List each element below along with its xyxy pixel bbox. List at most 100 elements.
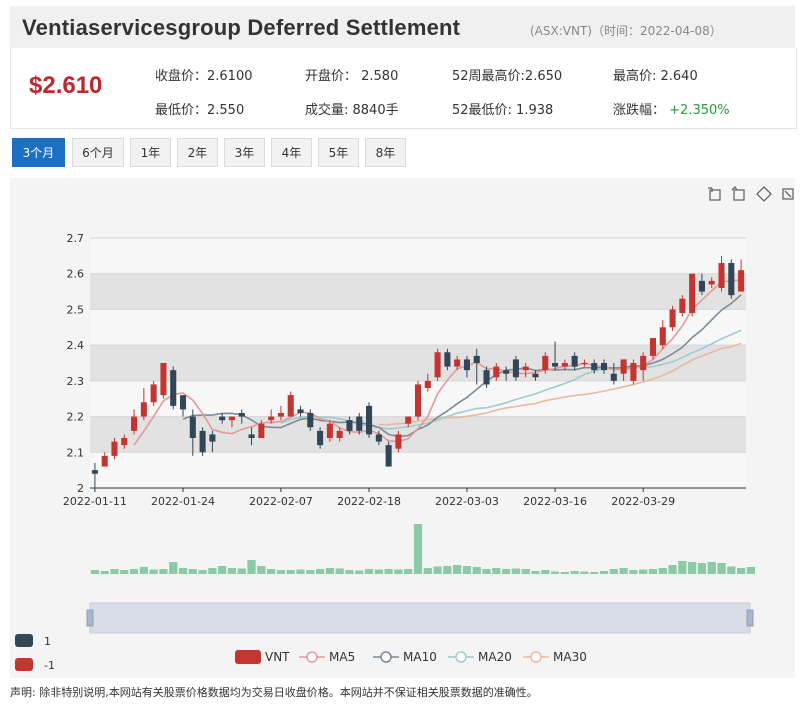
candle[interactable] [581, 359, 588, 367]
candle[interactable] [414, 380, 422, 421]
candle[interactable] [728, 259, 735, 299]
y-tick-label: 2.1 [67, 446, 85, 459]
candle[interactable] [228, 416, 236, 428]
slider-left-handle[interactable] [86, 609, 94, 627]
candle[interactable] [346, 416, 353, 435]
candle[interactable] [140, 388, 147, 421]
candle[interactable] [150, 380, 157, 406]
volume-bar [257, 566, 266, 574]
candle[interactable] [698, 273, 705, 296]
candle[interactable] [317, 427, 324, 449]
candle[interactable] [160, 363, 167, 399]
candle[interactable] [620, 359, 627, 381]
candle[interactable] [454, 355, 461, 371]
candle[interactable] [522, 363, 529, 378]
candle[interactable] [268, 409, 275, 424]
candle[interactable] [571, 352, 578, 371]
candle[interactable] [101, 452, 108, 467]
candle[interactable] [473, 348, 480, 385]
tab-2-years[interactable]: 2年 [177, 138, 218, 167]
candle[interactable] [738, 259, 745, 292]
candle[interactable] [718, 255, 725, 292]
restore-icon[interactable] [756, 186, 772, 202]
data-zoom-slider[interactable] [86, 602, 754, 634]
tab-1-year[interactable]: 1年 [130, 138, 171, 167]
tab-6-months[interactable]: 6个月 [72, 138, 124, 167]
candle[interactable] [542, 352, 549, 374]
candle[interactable] [385, 441, 392, 467]
candle[interactable] [649, 338, 657, 360]
candle[interactable] [640, 352, 647, 381]
candle[interactable] [219, 413, 226, 424]
candle[interactable] [189, 409, 196, 456]
candle-body [659, 327, 666, 346]
candle[interactable] [600, 359, 608, 374]
candle[interactable] [297, 405, 304, 417]
candle[interactable] [326, 420, 333, 442]
candle[interactable] [659, 320, 666, 349]
candle[interactable] [708, 277, 715, 288]
candle[interactable] [91, 463, 98, 488]
legend-item-vnt[interactable]: VNT [235, 650, 290, 664]
tab-4-years[interactable]: 4年 [271, 138, 312, 167]
undo-icon[interactable] [731, 185, 745, 201]
candle[interactable] [287, 391, 294, 417]
volume-bar [110, 569, 119, 574]
slider-right-handle[interactable] [746, 609, 754, 627]
legend-item-ma30[interactable]: MA30 [523, 650, 587, 664]
candle[interactable] [630, 359, 637, 385]
candle[interactable] [248, 427, 255, 446]
candle[interactable] [424, 373, 431, 392]
candle[interactable] [131, 409, 138, 435]
candle[interactable] [111, 438, 118, 460]
legend-item-ma5[interactable]: MA5 [299, 650, 355, 664]
candle[interactable] [561, 359, 568, 371]
volume-bar [404, 569, 413, 574]
y-tick-label: 2.2 [67, 411, 85, 424]
tab-8-years[interactable]: 8年 [365, 138, 406, 167]
candle[interactable] [121, 434, 128, 449]
candle[interactable] [434, 348, 441, 381]
candle[interactable] [405, 416, 412, 428]
tab-3-months[interactable]: 3个月 [12, 138, 65, 167]
candle[interactable] [463, 355, 470, 378]
candle[interactable] [258, 420, 265, 438]
candle-body [189, 416, 196, 438]
candle[interactable] [610, 363, 617, 385]
zoom-icon[interactable] [708, 187, 721, 201]
candle[interactable] [503, 366, 510, 381]
candle[interactable] [679, 295, 686, 317]
candle[interactable] [277, 405, 284, 421]
candle[interactable] [356, 413, 363, 435]
candle[interactable] [532, 370, 539, 381]
legend-label: MA5 [329, 650, 355, 664]
tab-3-years[interactable]: 3年 [224, 138, 265, 167]
candle[interactable] [669, 305, 676, 331]
candle[interactable] [209, 430, 216, 453]
volume-bar [717, 563, 726, 574]
candle[interactable] [179, 395, 187, 417]
candle[interactable] [395, 430, 402, 453]
candle[interactable] [336, 427, 343, 442]
visual-map-up-swatch[interactable] [15, 634, 33, 647]
candle[interactable] [483, 366, 490, 388]
candle[interactable] [689, 273, 696, 317]
candle[interactable] [512, 355, 519, 381]
candle[interactable] [199, 427, 206, 456]
tab-5-years[interactable]: 5年 [318, 138, 359, 167]
candle[interactable] [238, 409, 245, 424]
candle[interactable] [591, 359, 598, 374]
candle[interactable] [307, 409, 314, 431]
candle[interactable] [552, 341, 559, 371]
candle[interactable] [366, 402, 373, 438]
volume-bar [541, 570, 550, 574]
candle[interactable] [170, 366, 177, 410]
visual-map-down-swatch[interactable] [15, 658, 33, 671]
candle[interactable] [375, 430, 382, 446]
legend-item-ma20[interactable]: MA20 [448, 650, 512, 664]
legend-item-ma10[interactable]: MA10 [373, 650, 437, 664]
candle-body [356, 416, 363, 431]
candle[interactable] [444, 348, 451, 371]
candle[interactable] [493, 363, 500, 381]
save-image-icon[interactable] [782, 188, 794, 200]
